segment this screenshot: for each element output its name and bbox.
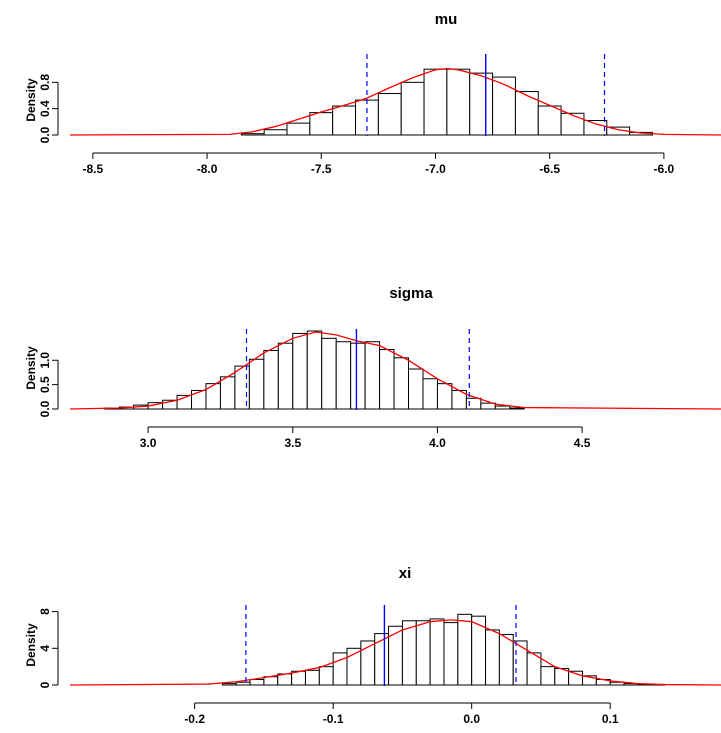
histogram-bar xyxy=(492,76,516,136)
histogram-bar xyxy=(335,341,352,410)
histogram-bar xyxy=(277,342,294,410)
histogram-bar xyxy=(494,405,511,410)
x-tick-label: -6.5 xyxy=(539,162,560,176)
plot-area-mu: -8.5 -8.0 -7.5 -7.0 -6.5 -6.0 0.0 0.4 0.8 xyxy=(38,54,721,176)
y-tick-label: 4 xyxy=(38,645,52,652)
histogram-bar xyxy=(318,666,334,686)
histogram-bar xyxy=(509,407,525,410)
histogram-bar xyxy=(401,620,417,686)
histogram-bar xyxy=(263,350,279,410)
histogram-bar xyxy=(248,358,265,410)
histogram-bar xyxy=(443,622,459,686)
histogram-bar xyxy=(393,357,410,410)
x-tick-label: 3.5 xyxy=(284,436,301,450)
x-tick-label: -0.2 xyxy=(184,712,205,726)
y-tick-label: 0.0 xyxy=(38,126,52,143)
y-axis-label: Density xyxy=(24,623,38,667)
histogram-bar xyxy=(219,376,236,410)
histogram-bar xyxy=(263,676,279,686)
histogram-bar xyxy=(457,613,473,686)
histogram-bar xyxy=(408,368,424,410)
x-tick-label: 0.1 xyxy=(602,712,619,726)
histogram-bar xyxy=(364,341,381,410)
y-tick-label: 8 xyxy=(38,608,52,615)
y-tick-label: 0 xyxy=(38,681,52,688)
y-tick-label: 0.5 xyxy=(38,376,52,393)
histogram-bar xyxy=(540,666,556,686)
x-tick-label: -7.5 xyxy=(311,162,332,176)
x-tick-label: -8.5 xyxy=(82,162,103,176)
panel-title: xi xyxy=(399,565,412,582)
histogram-bar xyxy=(304,669,320,686)
panel-xi: xi Density -0.2 -0.1 0.0 0.1 0 4 8 xyxy=(24,565,721,726)
x-tick-label: -6.0 xyxy=(654,162,675,176)
histogram-bar xyxy=(485,629,500,686)
panel-title: mu xyxy=(435,11,458,28)
panel-title: sigma xyxy=(389,285,433,302)
y-axis-label: Density xyxy=(24,346,38,390)
histogram-bar xyxy=(205,383,221,410)
histogram-bar xyxy=(537,105,562,136)
histogram-bar xyxy=(379,349,395,410)
y-tick-label: 0.8 xyxy=(38,74,52,91)
histogram-bar xyxy=(321,337,337,410)
histogram-bar xyxy=(498,634,514,686)
x-tick-label: -7.0 xyxy=(425,162,446,176)
histogram-bar xyxy=(415,620,431,686)
histogram-bar xyxy=(422,378,438,410)
histogram-bar xyxy=(400,81,425,136)
histogram-bar xyxy=(286,122,311,136)
histogram-bar xyxy=(374,633,390,686)
x-tick-label: 4.0 xyxy=(429,436,446,450)
x-tick-label: 4.5 xyxy=(574,436,591,450)
plot-area-xi: -0.2 -0.1 0.0 0.1 0 4 8 xyxy=(38,605,721,726)
x-tick-label: -8.0 xyxy=(197,162,218,176)
histogram-bar xyxy=(249,678,265,686)
plot-area-sigma: 3.0 3.5 4.0 4.5 0.0 0.5 1.0 xyxy=(38,329,721,450)
histogram-bar xyxy=(332,105,357,136)
histogram-bar xyxy=(263,129,288,136)
y-tick-label: 1.0 xyxy=(38,352,52,369)
density-curve xyxy=(69,67,721,136)
histogram-bar xyxy=(191,389,207,410)
panel-mu: mu Density -8.5 -8.0 -7.5 -7.0 -6.5 -6.0 0.0 0.… xyxy=(24,11,721,176)
histogram-bar xyxy=(436,383,453,410)
histogram-bar xyxy=(309,112,334,136)
y-tick-label: 0.0 xyxy=(38,400,52,417)
histogram-bar xyxy=(583,120,608,136)
panel-sigma: sigma Density 3.0 3.5 4.0 4.5 0.0 0.5 1.0 xyxy=(24,285,721,450)
histogram-bar xyxy=(377,93,402,136)
histogram-bar xyxy=(446,68,471,136)
x-tick-label: 3.0 xyxy=(140,436,157,450)
histogram-bar xyxy=(306,330,323,410)
histogram-bar xyxy=(512,640,528,686)
histogram-bar xyxy=(292,332,308,410)
histogram-bar xyxy=(221,683,237,686)
histogram-bar xyxy=(469,72,494,136)
x-tick-label: 0.0 xyxy=(463,712,480,726)
histogram-bar xyxy=(234,365,250,410)
histogram-bar xyxy=(235,681,251,686)
density-curve xyxy=(69,331,721,410)
density-curve xyxy=(69,619,721,686)
histogram-bar xyxy=(560,112,585,136)
histogram-bar xyxy=(350,342,366,410)
histogram-bar xyxy=(429,618,445,686)
histogram-bar xyxy=(423,68,448,136)
x-tick-label: -0.1 xyxy=(323,712,344,726)
y-axis-label: Density xyxy=(24,78,38,122)
y-tick-label: 0.4 xyxy=(38,100,52,117)
histogram-bar xyxy=(465,397,482,410)
histogram-bar xyxy=(240,133,265,136)
histogram-bar xyxy=(514,91,539,136)
